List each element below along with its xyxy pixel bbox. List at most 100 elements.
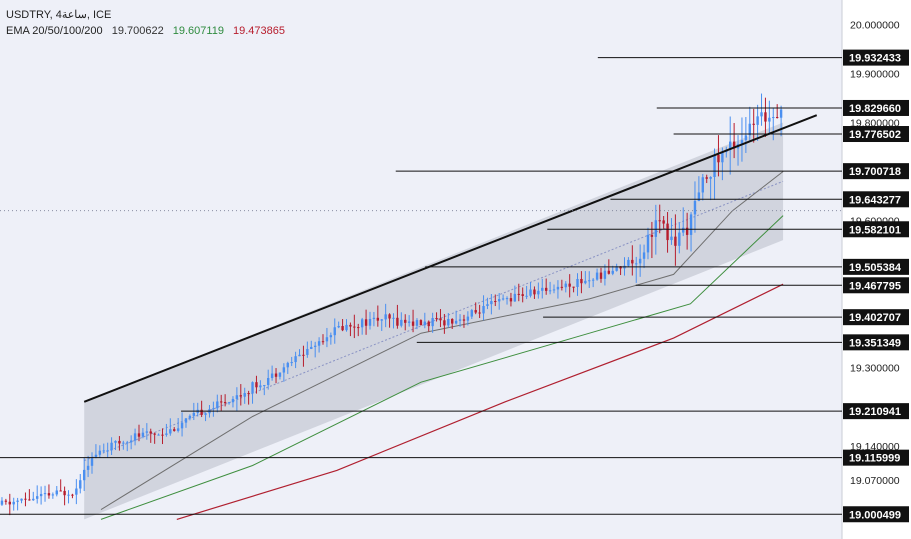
level-label-bg [843,334,909,351]
ema-legend[interactable]: EMA 20/50/100/200 19.700622 19.607119 19… [6,23,285,39]
candle-body [439,318,442,321]
candle-body [697,192,701,201]
price-tick-label: 19.900000 [850,69,900,81]
level-label-bg [843,258,909,275]
trend-line [83,114,818,403]
price-tick-label: 20.000000 [850,20,900,32]
candle-body [478,312,481,314]
candle-body [270,373,274,379]
candle-body [451,318,454,324]
candle-body [294,356,297,363]
candle-body [345,324,348,331]
candle-body [603,270,607,279]
candle-body [392,317,395,319]
candle-body [521,294,524,296]
candle-body [404,319,407,323]
candle-body [454,320,458,324]
candle-body [744,135,748,141]
candle-body [576,278,579,287]
candle-body [474,310,477,313]
candle-body [145,431,149,433]
candle-body [290,362,293,364]
candle-body [638,258,642,264]
candle-body [71,494,74,496]
level-label: 19.829660 [849,103,901,115]
candle-body [709,176,712,179]
candle-body [427,321,430,327]
candle-body [20,498,23,501]
candle-body [98,450,102,455]
trend-line-group[interactable] [83,114,818,403]
horizontal-levels[interactable]: 19.932433 19.829660 19.776502 19.700718 19.6… [0,49,909,523]
candle-body [235,395,239,399]
level-label: 19.402707 [849,312,901,324]
candle-body [599,272,603,279]
candle-body [631,259,634,264]
symbol-title[interactable]: USDTRY, 4ساعة, ICE [6,9,112,21]
ema-line-green [100,215,784,520]
candle-body [533,289,536,295]
candle-body [466,316,470,321]
candle-body [133,433,137,441]
ema-value-gray: 19.700622 [111,25,164,37]
level-label: 19.210941 [849,406,901,418]
candle-body [752,123,755,125]
level-label-bg [843,277,909,294]
candle-body [47,493,51,496]
candle-body [689,214,693,235]
candle-body [490,301,493,305]
candle-body [79,480,82,489]
candle-body [251,382,254,394]
candle-body [368,318,372,326]
level-label: 19.932433 [849,53,901,65]
candle-body [658,220,661,222]
candle-body [615,266,618,271]
candle-body [59,490,62,492]
candle-body [51,494,55,496]
candle-body [552,289,556,291]
candle-body [216,401,219,409]
candle-body [717,154,720,163]
candle-body [129,440,133,443]
candle-body [274,373,278,377]
candle-body [63,490,66,496]
candle-body [407,321,411,323]
candle-body [415,320,419,326]
candle-body [4,500,8,502]
candle-body [685,227,689,235]
candle-body [28,499,31,501]
candle-body [591,279,595,281]
candle-body [595,272,599,280]
candle-body [204,413,207,415]
level-label-bg [843,191,909,208]
level-label: 19.582101 [849,224,901,236]
level-label-bg [843,126,909,143]
candle-body [611,270,614,274]
candle-body [431,318,434,327]
candle-body [82,469,86,481]
candle-body [282,367,286,373]
candle-body [584,280,587,284]
candle-body [231,398,235,403]
candle-body [184,418,188,423]
candle-body [380,319,383,321]
candle-body [55,490,58,495]
candle-body [388,314,391,319]
price-tick-label: 19.070000 [850,475,900,487]
candle-body [748,123,751,136]
candle-body [176,428,180,431]
candle-body [564,283,567,288]
candle-body [580,278,583,284]
candle-body [678,232,681,246]
level-label: 19.115999 [849,453,900,465]
candle-body [306,348,309,355]
candle-body [588,280,591,282]
candle-body [400,319,403,326]
candle-body [8,501,11,505]
candle-body [24,498,27,500]
candle-body [682,227,685,233]
candle-body [173,429,176,431]
candle-body [357,327,360,329]
